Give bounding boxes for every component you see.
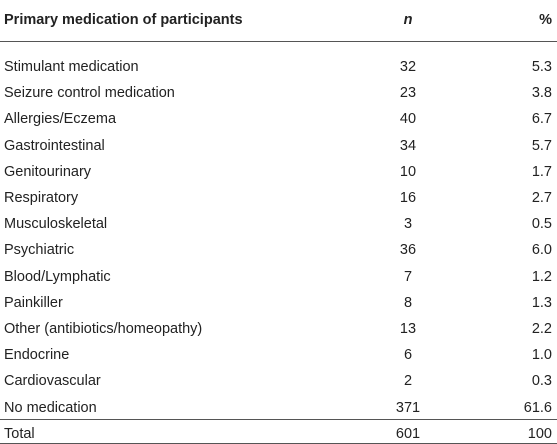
table-cell: 36 — [399, 242, 417, 259]
header-cell: Primary medication of participants — [4, 12, 243, 28]
total-cell: 601 — [395, 425, 421, 442]
table-cell: Cardiovascular — [4, 373, 101, 390]
table-cell: 7 — [403, 268, 413, 285]
table-cell: 61.6 — [523, 399, 552, 416]
table-cell: Genitourinary — [4, 163, 92, 180]
table-cell: 23 — [399, 85, 417, 102]
table-cell: 1.7 — [531, 163, 552, 180]
table-cell: 13 — [399, 321, 417, 337]
table-cell: 5.3 — [531, 59, 552, 75]
table-rule — [0, 41, 557, 42]
table-cell: No medication — [4, 399, 97, 416]
table-cell: 3.8 — [531, 85, 552, 102]
table-cell: Allergies/Eczema — [4, 111, 117, 128]
table-cell: 6 — [403, 347, 413, 364]
table-rule — [0, 418, 557, 420]
table-cell: Other (antibiotics/homeopathy) — [4, 321, 203, 337]
table-cell: Musculoskeletal — [4, 216, 108, 233]
table-cell: Psychiatric — [4, 242, 75, 259]
table-cell: Painkiller — [4, 294, 63, 311]
total-cell: 100 — [527, 425, 552, 442]
table-cell: 1.3 — [531, 294, 552, 311]
table-cell: Seizure control medication — [4, 85, 175, 102]
table-cell: 6.0 — [531, 242, 552, 259]
table-cell: 1.0 — [531, 347, 552, 364]
table-cell: 5.7 — [531, 137, 552, 154]
table-cell: Gastrointestinal — [4, 137, 105, 154]
table-cell: 0.3 — [531, 373, 552, 390]
total-cell: Total — [4, 425, 35, 442]
table-cell: 1.2 — [531, 268, 552, 285]
table-cell: 371 — [395, 399, 421, 416]
table-cell: 6.7 — [531, 111, 552, 128]
table-cell: 16 — [399, 190, 417, 206]
table-cell: 0.5 — [531, 216, 552, 233]
table-cell: Blood/Lymphatic — [4, 268, 111, 285]
table-cell: Respiratory — [4, 190, 79, 206]
table-cell: 2 — [403, 373, 413, 390]
table-cell: 2.7 — [531, 190, 552, 206]
table-cell: 8 — [403, 294, 413, 311]
table-cell: 32 — [399, 59, 417, 75]
table-cell: 34 — [399, 137, 417, 154]
table-cell: Stimulant medication — [4, 59, 139, 75]
header-cell: n — [403, 12, 413, 28]
table-cell: 40 — [399, 111, 417, 128]
table-cell: 2.2 — [531, 321, 552, 337]
header-cell: % — [539, 12, 552, 28]
table-cell: 3 — [403, 216, 413, 233]
table-cell: 10 — [399, 163, 417, 180]
table-cell: Endocrine — [4, 347, 70, 364]
